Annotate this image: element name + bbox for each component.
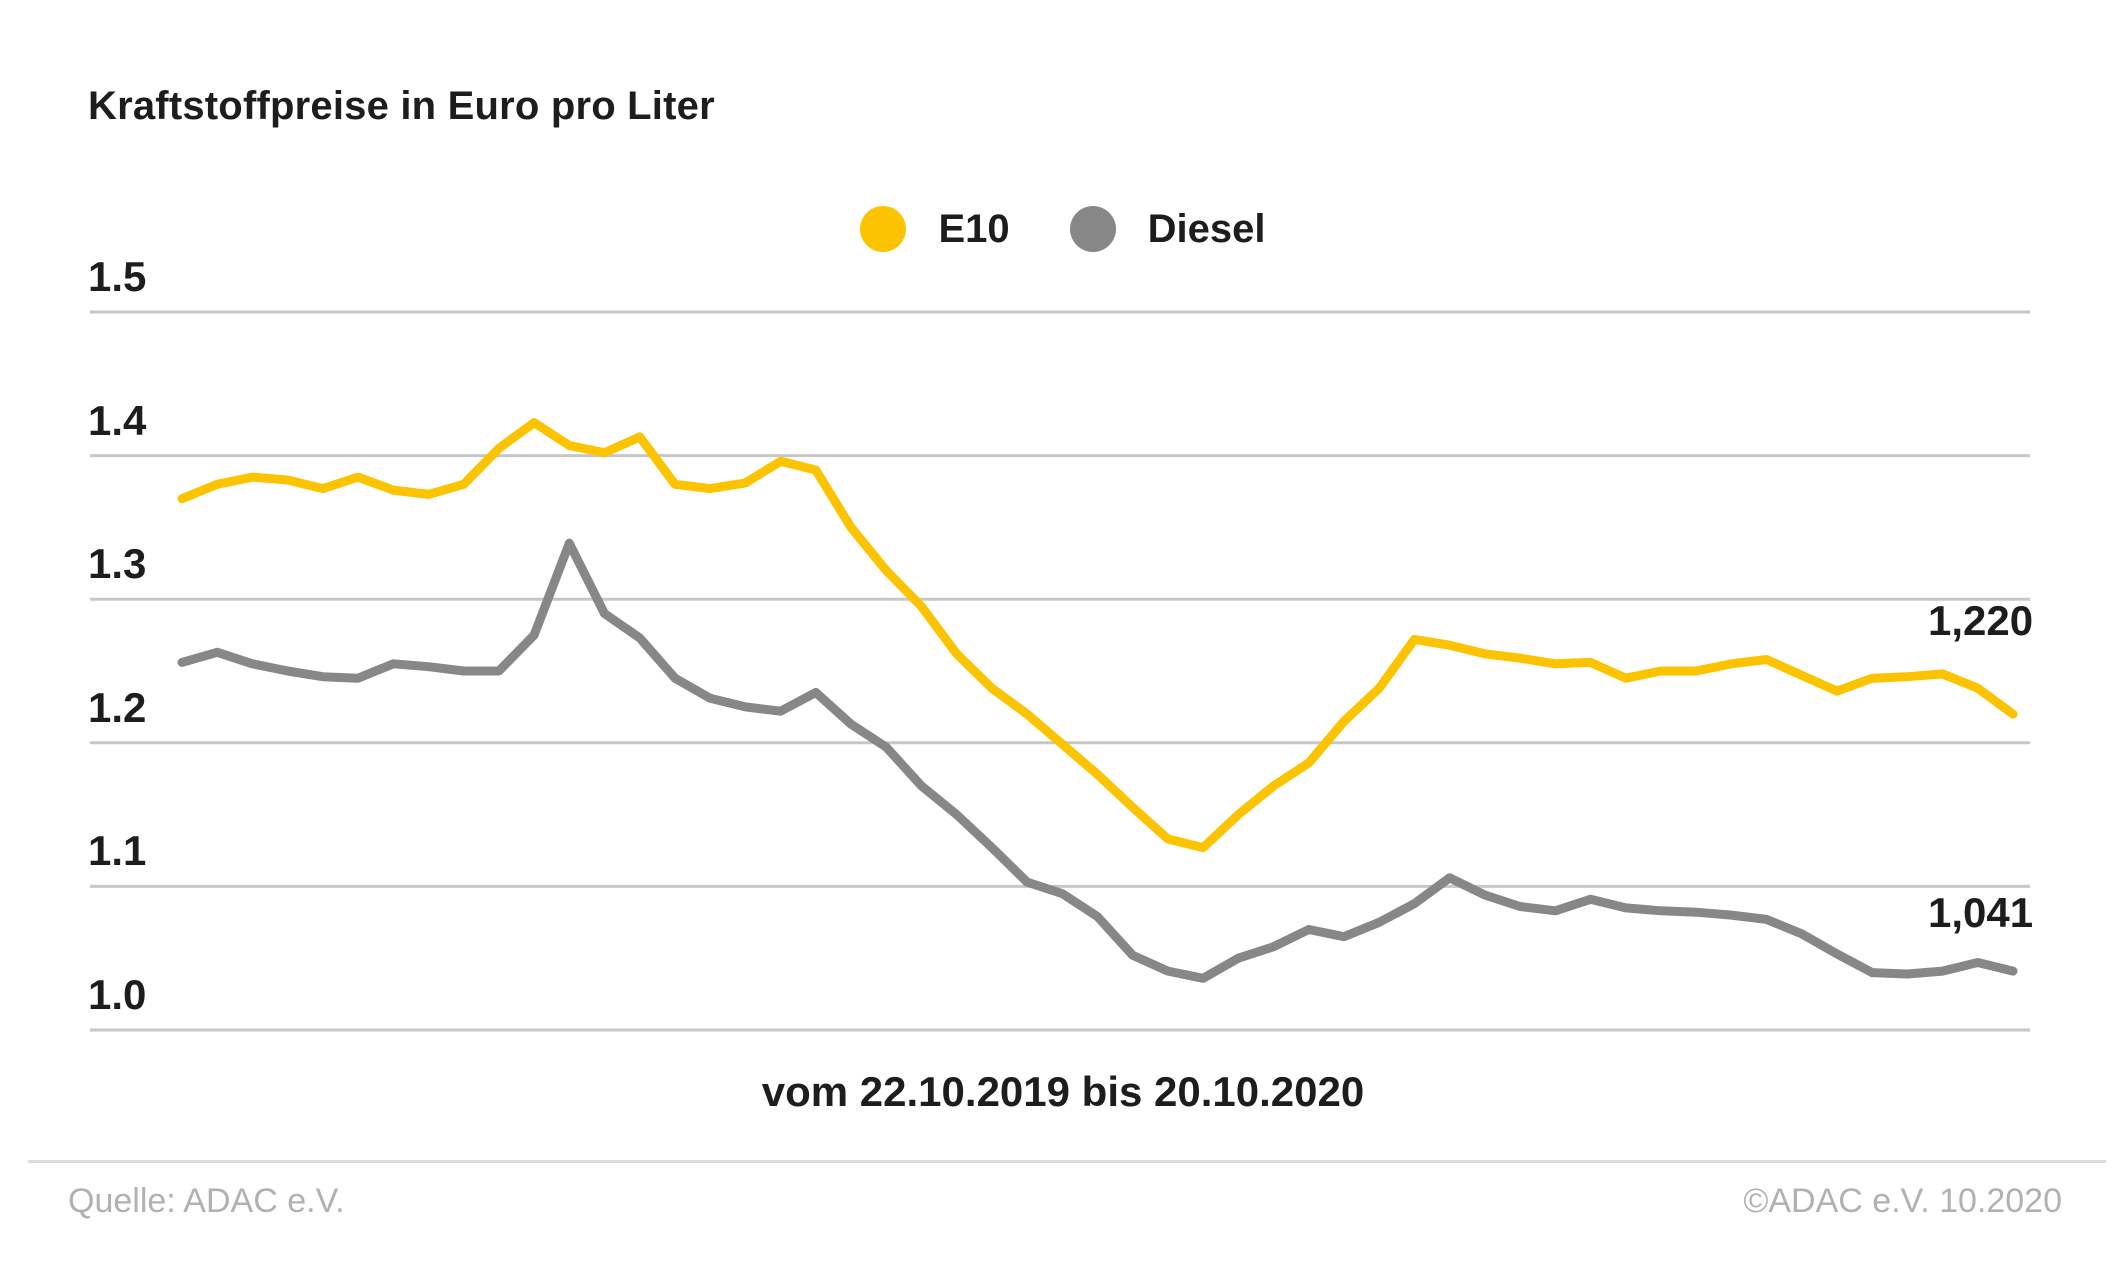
legend-item-diesel: Diesel	[1069, 206, 1266, 252]
y-axis-tick-label: 1.3	[88, 540, 147, 588]
diesel-legend-dot-icon	[1069, 206, 1116, 252]
source-credit: Quelle: ADAC e.V.	[68, 1182, 345, 1220]
copyright-notice: ©ADAC e.V. 10.2020	[1743, 1182, 2062, 1220]
diesel-end-value-label: 1,041	[1928, 889, 2034, 936]
y-axis-tick-label: 1.2	[88, 683, 147, 731]
diesel-legend-label: Diesel	[1147, 206, 1266, 251]
diesel-series-line	[177, 538, 2018, 983]
chart-legend: E10 Diesel	[0, 206, 2126, 252]
y-axis-tick-label: 1.5	[88, 253, 147, 300]
legend-item-e10: E10	[860, 206, 1010, 252]
y-axis-tick-label: 1.0	[88, 971, 147, 1018]
e10-legend-dot-icon	[860, 206, 907, 252]
e10-legend-label: E10	[938, 206, 1010, 251]
y-axis-tick-label: 1.4	[88, 396, 147, 444]
gridlines	[90, 310, 2030, 1032]
footer-divider	[28, 1160, 2106, 1163]
e10-series-line	[177, 418, 2018, 853]
y-axis-tick-label: 1.1	[88, 827, 147, 875]
e10-end-value-label: 1,220	[1928, 597, 2034, 644]
page-title: Kraftstoffpreise in Euro pro Liter	[88, 84, 715, 128]
x-axis-range-caption: vom 22.10.2019 bis 20.10.2020	[761, 1068, 1365, 1115]
